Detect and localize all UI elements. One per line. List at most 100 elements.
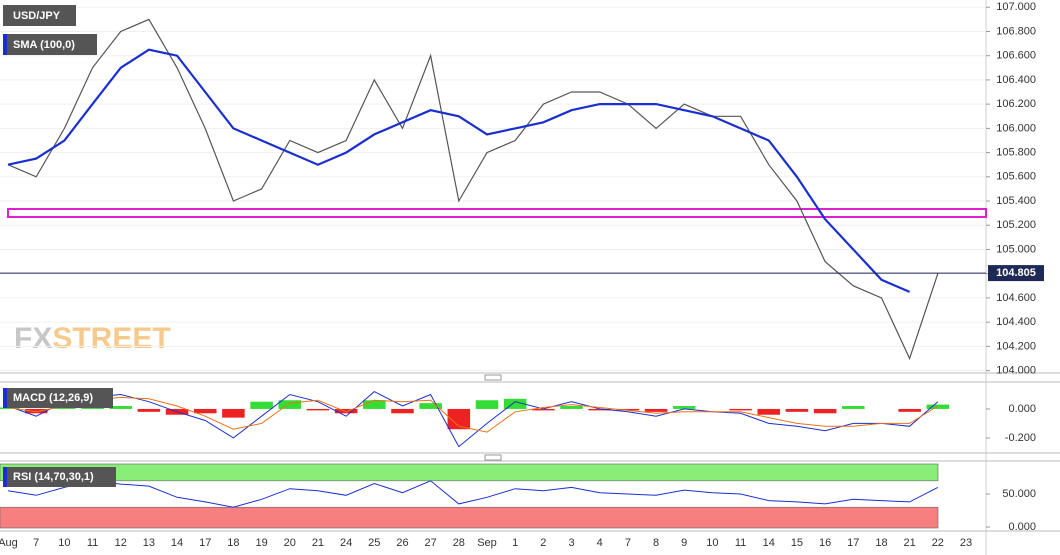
histogram-bar — [560, 406, 583, 409]
legend-box — [3, 388, 113, 408]
x-tick-label: 18 — [875, 537, 887, 549]
histogram-bar — [842, 406, 865, 409]
y-tick-label: 106.000 — [996, 122, 1036, 134]
x-tick-label: 25 — [368, 537, 380, 549]
x-tick-label: 7 — [625, 537, 631, 549]
histogram-bar — [363, 400, 386, 409]
x-tick-label: 12 — [115, 537, 127, 549]
histogram-bar — [588, 408, 611, 411]
x-tick-label: 13 — [143, 537, 155, 549]
histogram-bar — [109, 406, 132, 409]
histogram-bar — [391, 408, 414, 414]
histogram-bar — [278, 400, 302, 409]
y-tick-label: 0.000 — [1008, 403, 1036, 415]
legend-swatch — [3, 34, 7, 55]
support-zone — [7, 208, 987, 218]
y-tick-label: 106.200 — [996, 98, 1036, 110]
histogram-bar — [24, 408, 48, 414]
histogram-bar — [672, 406, 696, 409]
histogram-bar — [532, 408, 555, 411]
x-tick-label: 2 — [540, 537, 546, 549]
series-line — [7, 391, 939, 448]
x-tick-label: 17 — [199, 537, 211, 549]
histogram-bar — [306, 408, 330, 411]
resize-grip[interactable] — [484, 454, 502, 461]
last-price-box — [988, 265, 1044, 282]
panel-title: RSI (14,70,30,1) — [13, 471, 94, 483]
legend-label: SMA (100,0) — [13, 39, 75, 51]
y-tick-label: 0.000 — [1008, 521, 1036, 533]
resize-grip[interactable] — [484, 374, 502, 381]
histogram-bar — [644, 408, 668, 412]
legend-box — [3, 467, 116, 487]
x-tick-label: 9 — [681, 537, 687, 549]
watermark-fx: FX — [14, 322, 52, 355]
watermark-street: STREET — [52, 322, 170, 355]
x-tick-label: 28 — [453, 537, 465, 549]
histogram-bar — [475, 400, 499, 409]
y-tick-label: 104.600 — [996, 292, 1036, 304]
y-tick-label: 106.400 — [996, 74, 1036, 86]
x-tick-label: 15 — [791, 537, 803, 549]
x-tick-label: 19 — [255, 537, 267, 549]
series-line — [7, 480, 939, 508]
watermark: FXSTREET — [14, 322, 171, 355]
legend-swatch — [3, 467, 7, 487]
x-tick-label: 20 — [284, 537, 296, 549]
last-price-label: 104.805 — [996, 267, 1036, 279]
y-tick-label: 50.000 — [1002, 488, 1036, 500]
x-tick-label: Sep — [477, 537, 497, 549]
x-tick-label: 21 — [312, 537, 324, 549]
histogram-bar — [250, 401, 273, 409]
x-tick-label: 4 — [597, 537, 603, 549]
y-tick-label: 106.800 — [996, 25, 1036, 37]
rsi-band — [0, 463, 939, 482]
y-tick-label: 105.000 — [996, 243, 1036, 255]
x-tick-label: 16 — [819, 537, 831, 549]
x-tick-label: 11 — [87, 537, 98, 549]
y-tick-label: 107.000 — [996, 1, 1036, 13]
x-tick-label: 8 — [653, 537, 659, 549]
histogram-bar — [447, 408, 471, 430]
x-tick-label: 10 — [58, 537, 70, 549]
histogram-bar — [137, 408, 161, 412]
x-tick-label: 26 — [396, 537, 408, 549]
histogram-bar — [926, 404, 950, 409]
x-tick-label: 7 — [33, 537, 39, 549]
histogram-bar — [813, 408, 837, 414]
y-tick-label: 105.600 — [996, 171, 1036, 183]
x-tick-label: 22 — [932, 537, 944, 549]
y-tick-label: 105.400 — [996, 195, 1036, 207]
x-tick-label: 21 — [904, 537, 916, 549]
y-tick-label: 106.600 — [996, 50, 1036, 62]
y-tick-label: 104.200 — [996, 340, 1036, 352]
histogram-bar — [503, 398, 527, 409]
y-tick-label: -0.200 — [1005, 432, 1036, 444]
histogram-bar — [419, 403, 442, 409]
histogram-bar — [729, 408, 752, 411]
x-tick-label: 14 — [171, 537, 183, 549]
rsi-band — [0, 506, 939, 529]
series-line — [7, 18, 939, 361]
histogram-bar — [757, 408, 781, 415]
histogram-bar — [898, 408, 921, 412]
histogram-bar — [193, 408, 217, 414]
y-tick-label: 105.200 — [996, 219, 1036, 231]
panel-title: MACD (12,26,9) — [13, 392, 93, 404]
x-tick-label: 11 — [735, 537, 746, 549]
x-tick-label: Aug — [0, 537, 18, 549]
y-tick-label: 104.400 — [996, 316, 1036, 328]
x-tick-label: 10 — [706, 537, 718, 549]
histogram-bar — [222, 408, 245, 418]
y-tick-label: 105.800 — [996, 146, 1036, 158]
legend-box — [3, 34, 97, 55]
series-line — [7, 396, 939, 433]
x-tick-label: 14 — [763, 537, 775, 549]
x-tick-label: 24 — [340, 537, 352, 549]
histogram-bar — [616, 408, 640, 411]
x-tick-label: 17 — [847, 537, 859, 549]
series-line — [7, 48, 911, 293]
